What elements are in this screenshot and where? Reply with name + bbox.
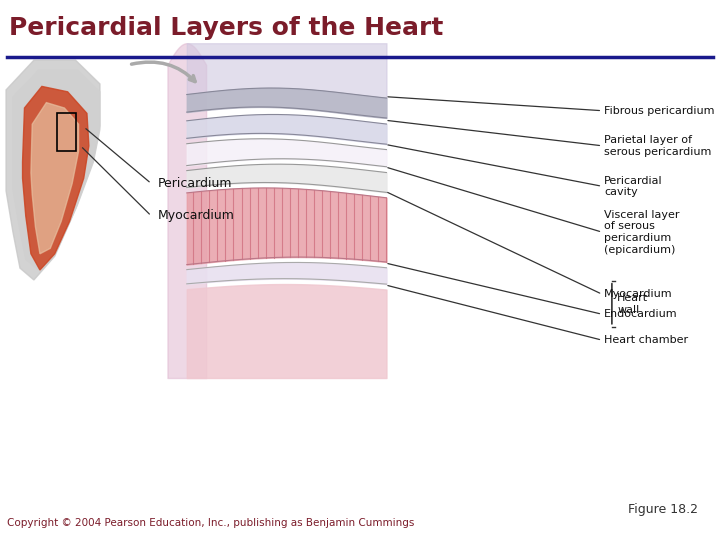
- Text: Pericardial
cavity: Pericardial cavity: [604, 176, 663, 197]
- Bar: [57, 113, 76, 151]
- Text: Myocardium: Myocardium: [158, 210, 235, 222]
- Text: Endocardium: Endocardium: [604, 309, 678, 319]
- Text: Myocardium: Myocardium: [604, 289, 672, 299]
- Polygon shape: [13, 70, 100, 270]
- Text: Fibrous pericardium: Fibrous pericardium: [604, 106, 715, 116]
- Text: Pericardium: Pericardium: [158, 177, 233, 190]
- Text: Parietal layer of
serous pericardium: Parietal layer of serous pericardium: [604, 135, 711, 157]
- Text: Heart
wall: Heart wall: [617, 293, 648, 314]
- Polygon shape: [6, 60, 100, 280]
- Text: Visceral layer
of serous
pericardium
(epicardium): Visceral layer of serous pericardium (ep…: [604, 210, 680, 254]
- Text: Copyright © 2004 Pearson Education, Inc., publishing as Benjamin Cummings: Copyright © 2004 Pearson Education, Inc.…: [7, 518, 415, 528]
- Polygon shape: [22, 86, 89, 270]
- Text: Pericardial Layers of the Heart: Pericardial Layers of the Heart: [9, 16, 443, 40]
- Text: Heart chamber: Heart chamber: [604, 335, 688, 345]
- Text: Figure 18.2: Figure 18.2: [629, 503, 698, 516]
- Polygon shape: [31, 103, 78, 254]
